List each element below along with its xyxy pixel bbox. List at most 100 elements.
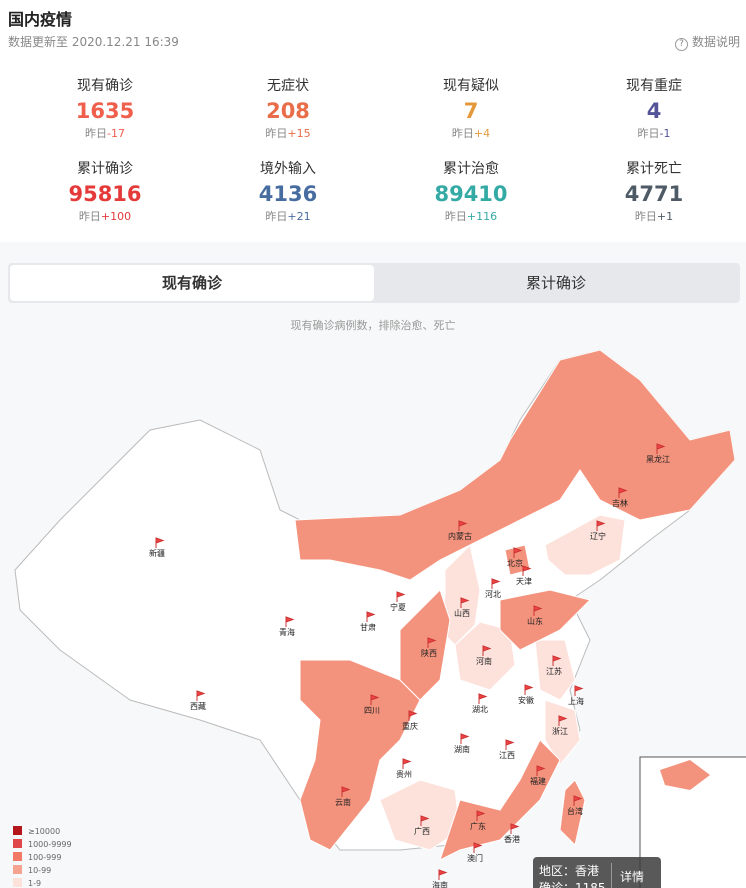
yesterday-label: 昨日	[451, 127, 474, 140]
province-label: 江苏	[546, 666, 562, 676]
tooltip: 地区：香港 确诊：1185 详情	[533, 857, 661, 888]
tab[interactable]: 现有确诊	[10, 265, 374, 301]
stat-card: 境外输入 4136 昨日+21	[195, 158, 381, 224]
stat-card: 现有确诊 1635 昨日-17	[12, 75, 198, 141]
stat-delta-row: 昨日+21	[195, 208, 381, 224]
stat-label: 现有确诊	[77, 78, 133, 94]
province-label: 甘肃	[360, 622, 376, 632]
province-label: 湖北	[472, 705, 488, 714]
legend-swatch	[13, 865, 22, 874]
province-label: 山西	[454, 608, 470, 618]
help-link[interactable]: 数据说明	[675, 33, 740, 51]
province-label: 上海	[568, 696, 584, 706]
stat-delta: +1	[656, 210, 674, 223]
province-label: 云南	[335, 797, 351, 807]
province-label: 山东	[527, 616, 543, 626]
province-label: 内蒙古	[448, 531, 472, 541]
yesterday-label: 昨日	[265, 210, 288, 223]
stat-value: 4136	[258, 182, 318, 206]
stat-delta: +15	[287, 127, 311, 140]
province-label: 福建	[530, 776, 546, 786]
province-label: 天津	[516, 576, 532, 586]
province-label: 青海	[279, 627, 295, 637]
province-flag	[155, 537, 165, 548]
yesterday-label: 昨日	[444, 210, 467, 223]
stat-label: 现有重症	[626, 78, 682, 94]
detail-button[interactable]: 详情	[611, 863, 644, 888]
stat-delta-row: 昨日+1	[561, 208, 746, 224]
stat-value: 4	[646, 99, 662, 123]
province-label: 重庆	[402, 721, 418, 731]
stat-value: 89410	[434, 182, 508, 206]
stat-value: 208	[266, 99, 310, 123]
tooltip-count: 确诊：1185	[539, 881, 606, 888]
province-flag	[482, 645, 492, 656]
stat-delta-row: 昨日+4	[378, 125, 564, 141]
province-flag	[573, 795, 583, 806]
province-flag	[427, 637, 437, 648]
province-label: 台湾	[567, 806, 583, 816]
legend-label: 100-999	[28, 853, 61, 862]
stat-label: 累计确诊	[77, 161, 133, 177]
yesterday-label: 昨日	[637, 127, 660, 140]
legend-label: 1-9	[28, 879, 41, 888]
legend-swatch	[13, 878, 22, 887]
title: 国内疫情	[8, 10, 73, 29]
province-label: 香港	[504, 834, 520, 844]
stat-value: 1635	[75, 99, 135, 123]
province-label: 四川	[364, 706, 380, 715]
tab[interactable]: 累计确诊	[525, 274, 586, 292]
legend-label: 1000-9999	[28, 840, 72, 849]
province-label: 河北	[485, 589, 501, 599]
stat-card: 现有重症 4 昨日-1	[561, 75, 746, 141]
stat-delta: +116	[466, 210, 498, 223]
province-label: 西藏	[190, 701, 206, 711]
province-label: 河南	[476, 656, 492, 666]
update-time: 数据更新至 2020.12.21 16:39	[8, 35, 179, 49]
province-flag	[618, 487, 628, 498]
province-flag	[396, 591, 406, 602]
province-flag	[460, 597, 470, 608]
yesterday-label: 昨日	[634, 210, 657, 223]
province-flag	[402, 758, 412, 769]
stat-delta-row: 昨日-17	[12, 125, 198, 141]
stat-delta: +4	[473, 127, 491, 140]
map-subtitle: 现有确诊病例数，排除治愈、死亡	[290, 319, 456, 332]
province-label: 新疆	[149, 548, 165, 558]
stat-label: 境外输入	[260, 161, 316, 177]
stat-value: 95816	[68, 182, 142, 206]
yesterday-label: 昨日	[265, 127, 288, 140]
stats-panel: 国内疫情 数据更新至 2020.12.21 16:39 数据说明 现有确诊 163…	[0, 0, 746, 242]
stat-delta-row: 昨日+15	[195, 125, 381, 141]
province-flag	[196, 690, 206, 701]
province-flag	[505, 739, 515, 750]
province-flag	[552, 655, 562, 666]
salmon-regions	[294, 349, 736, 861]
stat-value: 7	[463, 99, 479, 123]
legend-label: ≥10000	[28, 827, 60, 836]
stat-delta: +100	[100, 210, 132, 223]
province-flag	[656, 443, 666, 454]
inset-region	[660, 760, 710, 790]
province-flag	[558, 715, 568, 726]
province-flag	[478, 693, 488, 704]
province-flag	[285, 616, 295, 627]
province-label: 江西	[499, 751, 515, 760]
province-label: 北京	[507, 558, 523, 568]
province-flag	[460, 733, 470, 744]
province-flag	[476, 810, 486, 821]
province-label: 黑龙江	[646, 454, 670, 464]
tabs: 现有确诊 累计确诊	[8, 263, 740, 303]
province-label: 宁夏	[390, 602, 406, 612]
province-label: 陕西	[421, 648, 437, 658]
stat-delta: -1	[659, 127, 671, 140]
province-label: 辽宁	[590, 531, 606, 541]
province-flag	[524, 684, 534, 695]
province-flag	[533, 605, 543, 616]
province-flag	[420, 815, 430, 826]
stat-delta-row: 昨日+100	[12, 208, 198, 224]
stat-delta-row: 昨日+116	[378, 208, 564, 224]
province-label: 海南	[432, 880, 448, 888]
province-label: 湖南	[454, 744, 470, 754]
province-flag	[513, 547, 523, 558]
